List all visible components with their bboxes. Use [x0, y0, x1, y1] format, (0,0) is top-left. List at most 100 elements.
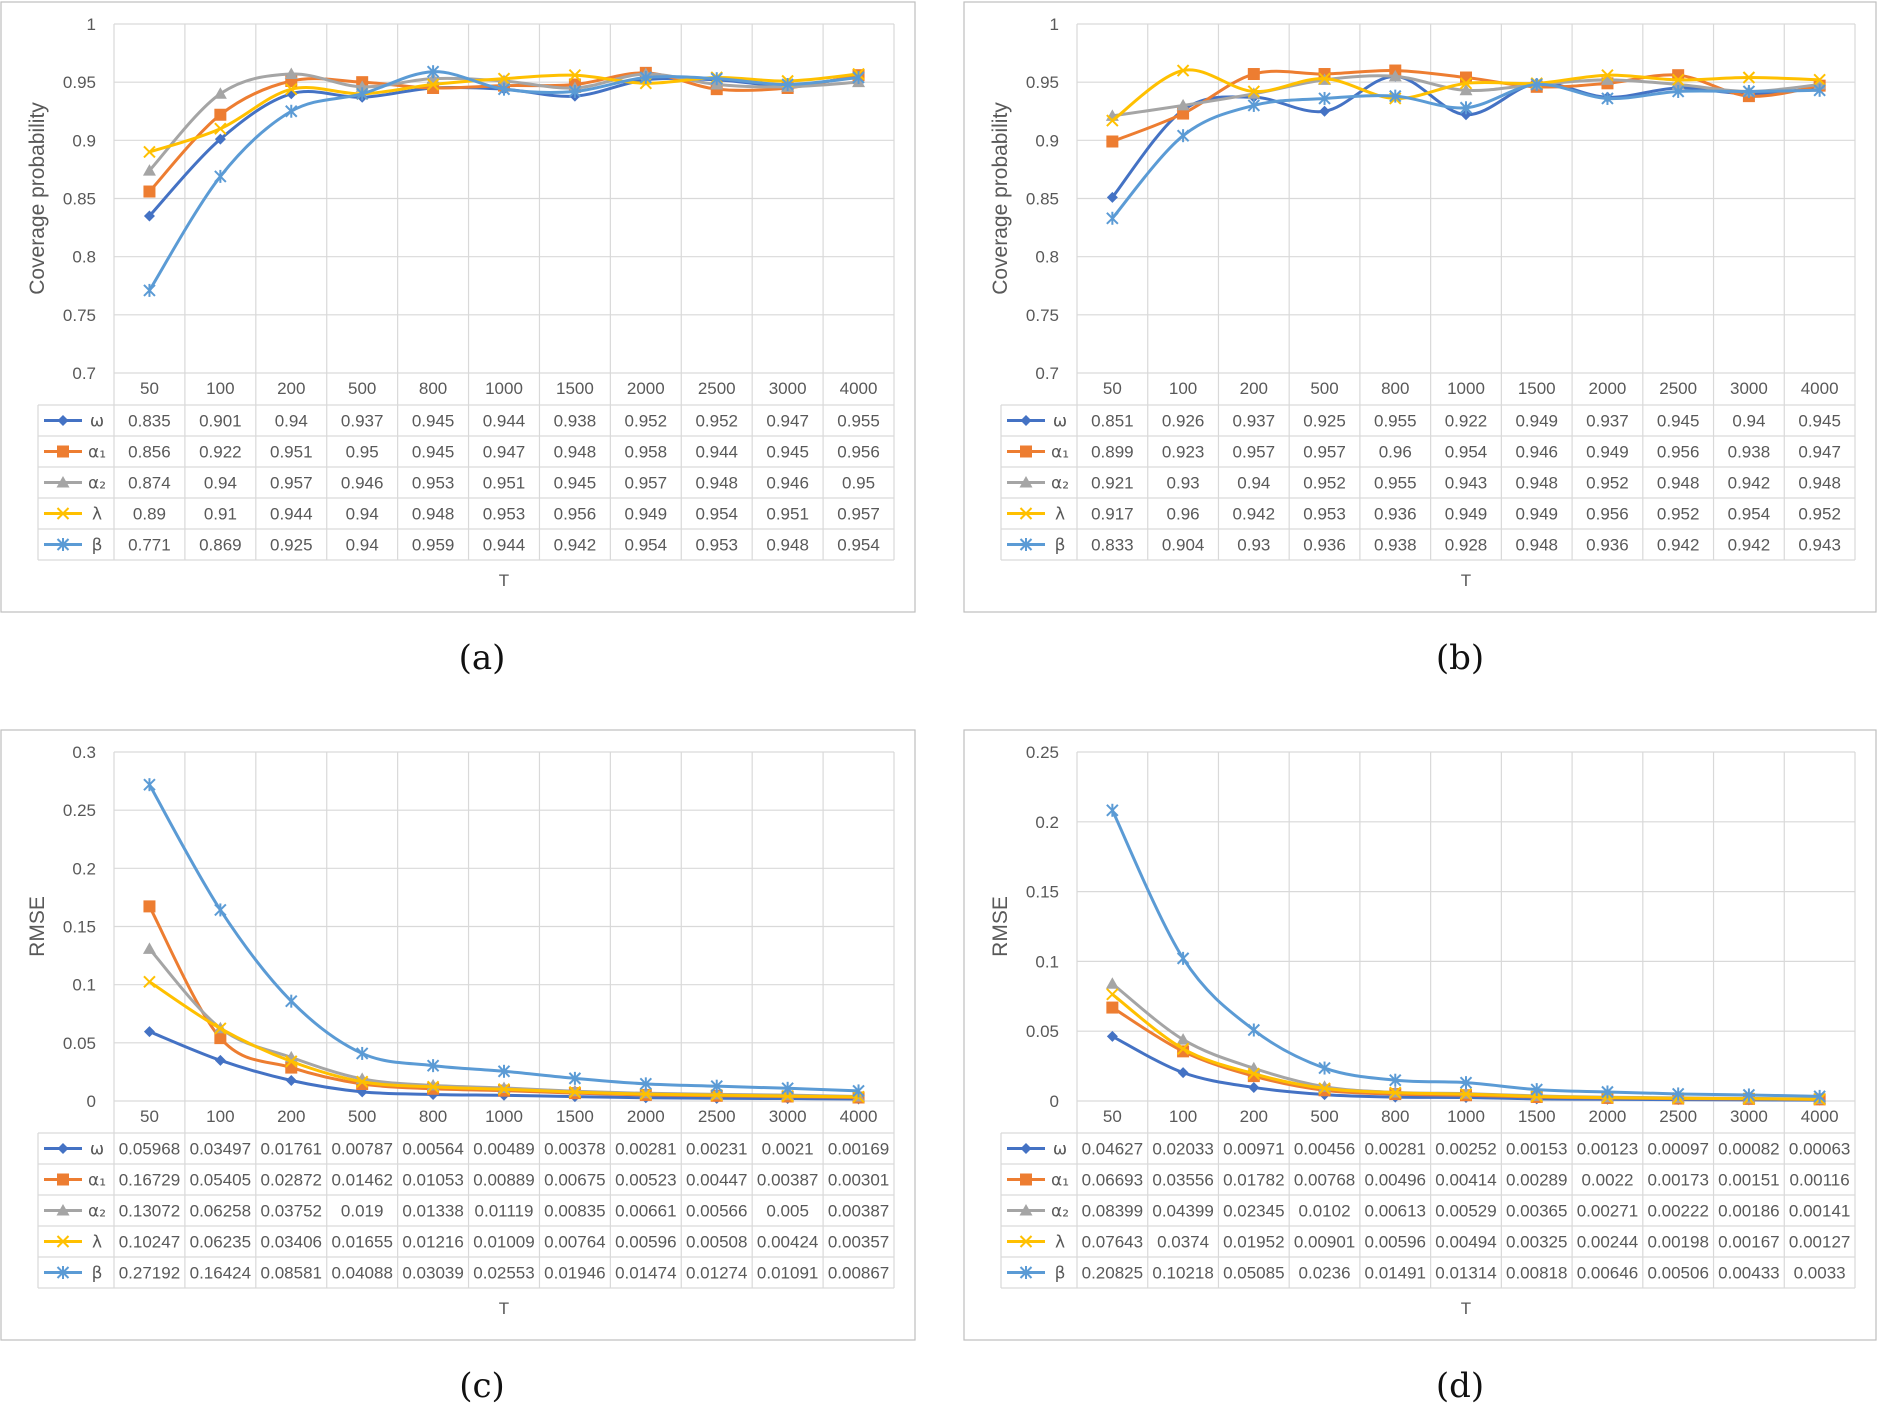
x-tick-label: 2000	[627, 1107, 665, 1126]
table-cell: 0.833	[1091, 536, 1134, 555]
table-cell: 0.952	[1303, 474, 1346, 493]
data-point	[781, 1081, 794, 1095]
table-cell: 0.05968	[119, 1140, 180, 1159]
table-cell: 0.00596	[615, 1233, 676, 1252]
series-5	[143, 778, 865, 1098]
table-cell: 0.926	[1162, 412, 1205, 431]
data-point	[355, 1046, 369, 1060]
table-cell: 0.01314	[1435, 1264, 1496, 1283]
data-table: ω 0.851 0.926 0.937 0.925 0.955 0.922 0.949 0.93…	[1007, 412, 1841, 556]
caption-d: (d)	[1435, 1366, 1485, 1406]
table-cell: 0.00456	[1294, 1140, 1355, 1159]
data-point	[1176, 64, 1190, 77]
data-point	[1176, 129, 1190, 143]
table-cell: 0.937	[341, 412, 384, 431]
data-point	[1319, 105, 1331, 117]
y-axis-ticks: 0.7 0.75 0.8 0.85 0.9 0.95 1	[1026, 15, 1059, 383]
table-cell: 0.936	[1586, 536, 1629, 555]
x-tick-label: 500	[348, 379, 376, 398]
data-point	[1105, 977, 1119, 989]
table-cell: 0.945	[554, 474, 597, 493]
y-axis-title: RMSE	[989, 896, 1012, 957]
data-point	[852, 1084, 865, 1098]
table-cell: 0.03497	[190, 1140, 251, 1159]
table-cell: 0.901	[199, 412, 242, 431]
table-cell: 0.00764	[544, 1233, 605, 1252]
table-cell: 0.16729	[119, 1171, 180, 1190]
table-cell: 0.942	[1657, 536, 1700, 555]
gridlines	[1000, 23, 1856, 561]
legend-marker	[57, 1173, 69, 1186]
table-cell: 0.07643	[1082, 1233, 1143, 1252]
data-point	[568, 84, 582, 98]
data-point	[1459, 83, 1473, 96]
data-point	[1459, 1087, 1473, 1101]
table-cell: 0.89	[133, 505, 166, 524]
y-axis-ticks: 0 0.05 0.1 0.15 0.2 0.25 0.3	[63, 743, 96, 1111]
chart-d-svg: 0 0.05 0.1 0.15 0.2 0.25 50 100 200 500 800 1000 150…	[963, 729, 1877, 1341]
table-cell: 0.00365	[1506, 1202, 1567, 1221]
data-point	[1389, 1086, 1402, 1099]
table-cell: 0.03406	[261, 1233, 322, 1252]
table-cell: 0.94	[1732, 412, 1765, 431]
x-axis-title: T	[1461, 571, 1471, 590]
table-cell: 0.96	[1167, 505, 1200, 524]
legend-key	[1007, 1204, 1045, 1216]
table-cell: 0.01491	[1365, 1264, 1426, 1283]
x-tick-label: 100	[1169, 1107, 1197, 1126]
legend-key	[44, 476, 82, 488]
x-tick-label: 2500	[1659, 1107, 1697, 1126]
data-point	[143, 210, 155, 222]
table-cell: 0.917	[1091, 505, 1134, 524]
x-tick-label: 50	[140, 1107, 159, 1126]
legend-label: ω	[1053, 412, 1067, 432]
table-cell: 0.925	[1303, 412, 1346, 431]
series-4	[1106, 988, 1826, 1106]
data-point	[285, 1055, 298, 1068]
y-tick-label: 0.8	[72, 248, 96, 267]
table-cell: 0.01952	[1223, 1233, 1284, 1252]
legend-key	[1007, 476, 1045, 488]
legend-label: β	[1055, 536, 1066, 556]
legend-key	[44, 415, 82, 426]
table-cell: 0.00116	[1790, 1171, 1850, 1190]
table-cell: 0.01119	[475, 1202, 534, 1221]
table-cell: 0.00151	[1718, 1171, 1779, 1190]
table-cell: 0.00414	[1435, 1171, 1496, 1190]
table-cell: 0.948	[1657, 474, 1700, 493]
caption-a: (a)	[458, 638, 506, 678]
legend-label: λ	[92, 1233, 102, 1253]
data-point	[639, 1077, 653, 1091]
series-4	[143, 67, 865, 159]
x-tick-label: 3000	[1730, 379, 1768, 398]
chart-panel-c: 0 0.05 0.1 0.15 0.2 0.25 0.3 50 100 200 500 800 1000…	[0, 728, 918, 1343]
legend-marker	[1019, 1235, 1033, 1248]
data-point	[214, 108, 227, 121]
data-point	[1247, 68, 1260, 81]
table-cell: 0.936	[1303, 536, 1346, 555]
gridlines	[37, 751, 895, 1289]
legend-key	[1007, 507, 1045, 520]
table-cell: 0.00529	[1435, 1202, 1496, 1221]
caption-c: (c)	[459, 1366, 505, 1406]
x-axis-title: T	[499, 571, 509, 590]
x-tick-label: 2500	[698, 1107, 736, 1126]
data-table: ω 0.835 0.901 0.94 0.937 0.945 0.944 0.938 0.952…	[44, 412, 880, 556]
table-cell: 0.00252	[1435, 1140, 1496, 1159]
table-cell: 0.938	[554, 412, 597, 431]
table-cell: 0.16424	[190, 1264, 251, 1283]
table-cell: 0.01655	[331, 1233, 392, 1252]
caption-b: (b)	[1435, 638, 1485, 678]
x-tick-label: 1500	[1518, 1107, 1556, 1126]
table-cell: 0.00123	[1577, 1140, 1638, 1159]
table-cell: 0.899	[1091, 443, 1134, 462]
table-cell: 0.946	[341, 474, 384, 493]
x-tick-label: 800	[419, 379, 447, 398]
table-cell: 0.005	[766, 1202, 809, 1221]
table-cell: 0.957	[1233, 443, 1276, 462]
y-tick-label: 1	[1050, 15, 1059, 34]
series-line	[1111, 809, 1820, 1098]
data-point	[710, 1088, 723, 1102]
table-cell: 0.938	[1728, 443, 1771, 462]
